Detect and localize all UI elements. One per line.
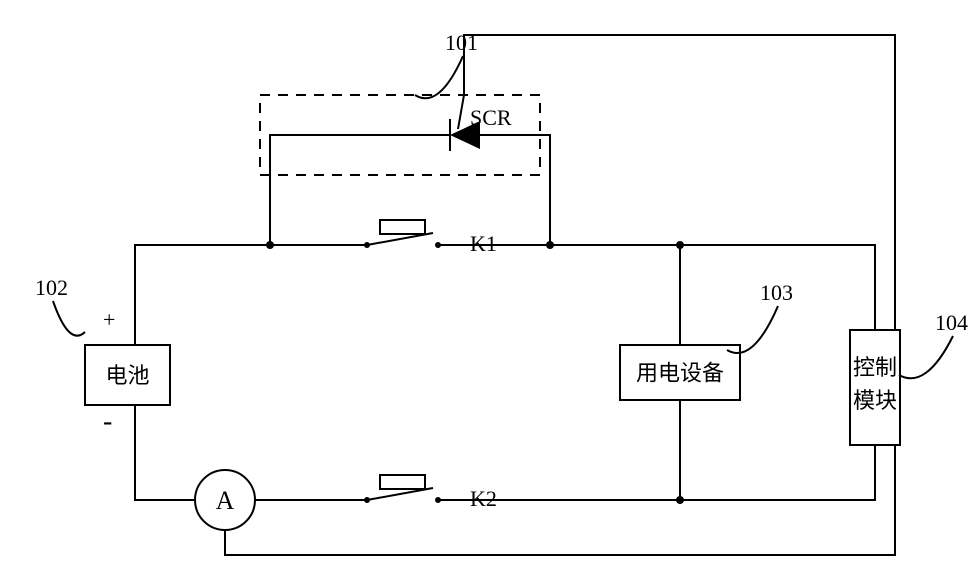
callout-103: 103 [760, 280, 793, 305]
relay-K2 [380, 475, 425, 489]
callout-102-leader [53, 301, 85, 336]
relay-K1 [380, 220, 425, 234]
battery-minus: - [103, 406, 112, 437]
scr-anode-triangle [450, 121, 480, 149]
callout-104: 104 [935, 310, 968, 335]
callout-101: 101 [445, 30, 478, 55]
load-label: 用电设备 [636, 361, 724, 386]
controller-label-1: 控制 [853, 355, 897, 380]
battery-label: 电池 [105, 363, 149, 388]
callout-102: 102 [35, 275, 68, 300]
callout-104-leader [899, 336, 953, 378]
switch-K1-label: K1 [470, 231, 497, 256]
switch-K2-label: K2 [470, 486, 497, 511]
scr-gate [458, 95, 464, 129]
battery-plus: + [103, 307, 115, 332]
controller-label-2: 模块 [853, 388, 897, 413]
ammeter-label: A [216, 486, 235, 515]
callout-101-leader [415, 56, 463, 98]
